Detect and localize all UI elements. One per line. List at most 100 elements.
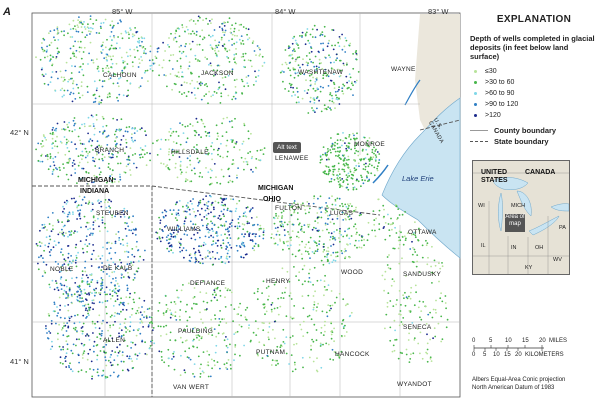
well-point — [145, 317, 148, 319]
well-point — [347, 163, 349, 166]
well-point — [387, 267, 390, 269]
well-point — [290, 354, 293, 356]
well-point — [242, 228, 245, 231]
well-point — [63, 201, 66, 204]
county-label: HANCOCK — [335, 351, 370, 358]
well-point — [350, 148, 353, 151]
well-point — [128, 355, 131, 358]
well-point — [96, 320, 99, 323]
well-point — [52, 133, 55, 136]
well-point — [57, 31, 59, 34]
well-point — [224, 306, 227, 308]
well-point — [66, 161, 69, 164]
well-point — [139, 321, 142, 324]
well-point — [224, 29, 227, 32]
well-point — [131, 232, 134, 235]
well-point — [148, 316, 151, 318]
well-point — [229, 223, 232, 225]
well-point — [219, 289, 222, 292]
well-point — [179, 168, 182, 171]
well-point — [274, 227, 277, 230]
well-point — [241, 39, 244, 42]
county-label: WASHTENAW — [298, 69, 344, 76]
well-point — [393, 247, 396, 250]
well-point — [131, 264, 134, 266]
well-point — [88, 151, 91, 153]
well-point — [192, 20, 195, 22]
well-point — [201, 82, 204, 85]
well-point — [220, 92, 223, 95]
well-point — [63, 121, 66, 123]
well-point — [334, 90, 337, 93]
well-point — [425, 351, 427, 354]
well-point — [212, 243, 215, 245]
well-point — [333, 148, 336, 150]
well-point — [88, 285, 91, 288]
well-point — [100, 334, 103, 337]
well-point — [207, 375, 210, 378]
well-point — [309, 33, 312, 36]
well-point — [86, 315, 88, 318]
well-point — [339, 146, 341, 149]
well-point — [57, 233, 60, 236]
well-point — [220, 38, 223, 41]
well-point — [106, 64, 109, 67]
well-point — [122, 135, 125, 137]
well-point — [400, 231, 402, 234]
well-point — [332, 359, 335, 361]
well-point — [212, 69, 215, 72]
well-point — [165, 224, 168, 227]
well-point — [88, 52, 90, 55]
well-point — [298, 56, 301, 58]
well-point — [242, 26, 245, 28]
well-point — [418, 271, 421, 273]
well-point — [120, 261, 123, 264]
well-point — [132, 329, 135, 332]
well-point — [388, 229, 391, 232]
well-point — [78, 71, 81, 73]
well-point — [180, 173, 182, 175]
well-point — [347, 216, 350, 218]
well-point — [143, 71, 146, 74]
well-point — [159, 237, 161, 240]
well-point — [165, 324, 168, 327]
well-point — [68, 316, 70, 319]
well-point — [228, 39, 230, 42]
well-point — [421, 256, 424, 259]
well-point — [275, 281, 277, 284]
well-point — [98, 173, 101, 176]
well-point — [320, 332, 323, 334]
well-point — [68, 260, 71, 263]
well-point — [143, 316, 145, 319]
well-point — [47, 216, 50, 219]
well-point — [305, 243, 308, 246]
well-point — [176, 289, 178, 292]
well-point — [89, 227, 91, 230]
well-point — [314, 220, 317, 223]
well-point — [444, 302, 447, 304]
well-point — [141, 37, 144, 40]
well-point — [80, 154, 82, 157]
well-point — [107, 134, 110, 137]
well-point — [224, 88, 227, 91]
well-point — [209, 183, 212, 185]
well-point — [200, 207, 203, 210]
well-point — [334, 301, 336, 304]
well-point — [143, 299, 146, 302]
well-point — [210, 299, 213, 302]
well-point — [188, 357, 190, 359]
well-point — [268, 326, 271, 328]
well-point — [341, 48, 344, 51]
well-point — [259, 224, 262, 227]
well-point — [365, 175, 368, 178]
well-point — [75, 338, 78, 341]
well-point — [99, 25, 102, 28]
well-point — [217, 88, 220, 91]
well-point — [35, 243, 38, 245]
well-point — [131, 127, 133, 130]
well-point — [141, 148, 144, 151]
well-point — [325, 311, 328, 314]
alt-text-button[interactable]: Alt text — [273, 142, 301, 153]
well-point — [348, 44, 351, 47]
well-point — [51, 143, 53, 146]
